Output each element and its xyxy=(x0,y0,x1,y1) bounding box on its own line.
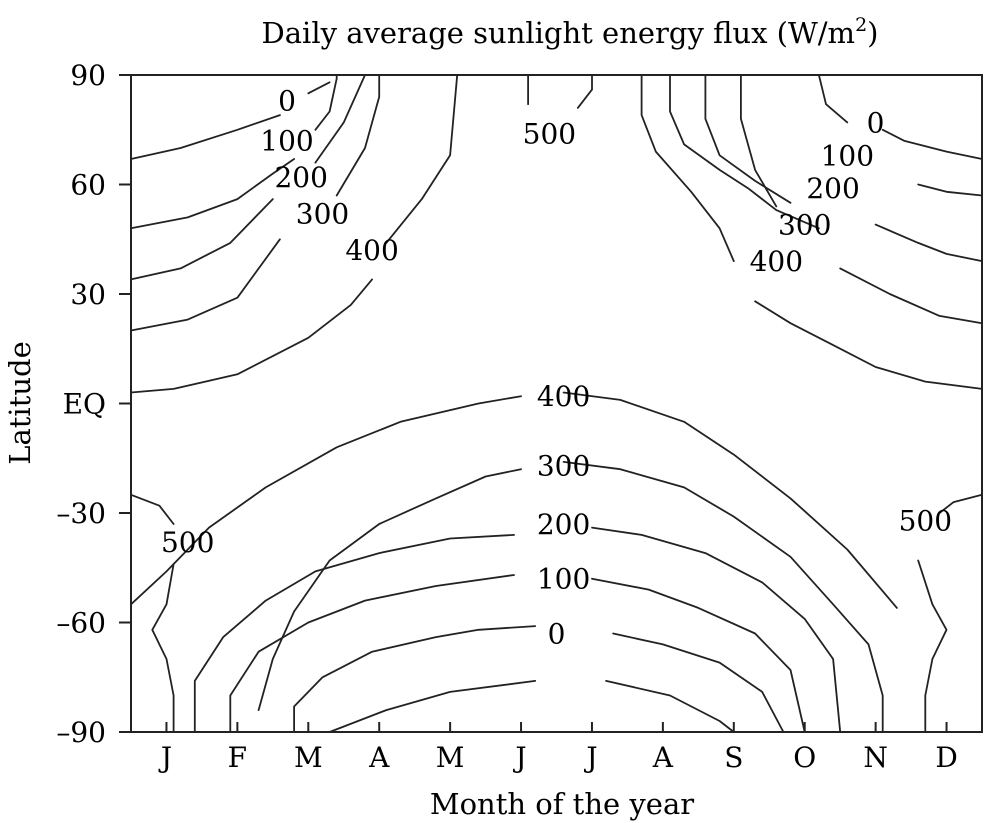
contour-label-500-17: 500 xyxy=(899,504,952,537)
contour-line-500-37 xyxy=(917,559,948,733)
contour-lines xyxy=(130,74,983,733)
contour-label-300-9: 300 xyxy=(778,209,831,242)
contour-line-200-5 xyxy=(314,74,366,164)
y-axis-label: Latitude xyxy=(3,341,37,465)
contour-line-300-25 xyxy=(562,460,884,733)
contour-label-400-10: 400 xyxy=(750,245,803,278)
contour-line-300-18 xyxy=(740,74,778,208)
x-axis-label: Month of the year xyxy=(430,787,694,821)
contour-line-100-28 xyxy=(229,574,515,733)
contour-label-0-6: 0 xyxy=(867,106,885,139)
contour-line-0-1 xyxy=(307,81,331,95)
contour-line-500-35 xyxy=(151,563,175,733)
contour-line-0-31 xyxy=(612,632,785,733)
contour-label-200-8: 200 xyxy=(806,172,859,205)
contour-line-400-9 xyxy=(385,74,459,244)
y-tick-label-1: 60 xyxy=(70,169,106,202)
contour-line-200-4 xyxy=(130,198,274,281)
x-tick-label-3: M xyxy=(294,741,323,774)
contour-label-500-16: 500 xyxy=(161,526,214,559)
chart-title-suffix: ) xyxy=(867,16,878,50)
contour-line-0-32 xyxy=(328,680,537,733)
contour-line-100-3 xyxy=(314,74,338,131)
x-tick-label-9: S xyxy=(724,741,743,774)
contour-line-100-14 xyxy=(669,74,820,230)
contour-label-400-4: 400 xyxy=(345,234,398,267)
contour-line-0-0 xyxy=(130,114,281,160)
x-tick-label-12: D xyxy=(935,741,957,774)
contour-line-300-6 xyxy=(130,238,281,332)
contour-line-0-33 xyxy=(605,680,735,733)
x-tick-label-1: J xyxy=(158,741,172,774)
x-tick-label-2: F xyxy=(228,741,247,774)
x-tick-label-10: O xyxy=(793,741,816,774)
chart-title-main: Daily average sunlight energy flux (W/m xyxy=(262,16,856,50)
contour-label-100-1: 100 xyxy=(260,125,313,158)
contour-line-400-8 xyxy=(130,278,374,394)
contour-line-300-7 xyxy=(335,74,381,197)
contour-line-500-11 xyxy=(576,74,593,109)
contour-line-400-23 xyxy=(562,391,898,609)
contour-label-300-12: 300 xyxy=(537,450,590,483)
contour-label-400-11: 400 xyxy=(537,380,590,413)
contour-line-500-36 xyxy=(938,493,983,514)
contour-line-400-22 xyxy=(130,395,522,606)
contour-label-200-13: 200 xyxy=(537,508,590,541)
y-tick-label-5: –60 xyxy=(56,607,106,640)
contour-line-300-19 xyxy=(839,267,983,325)
contour-line-400-21 xyxy=(754,300,983,390)
contour-label-0-15: 0 xyxy=(548,618,566,651)
contour-line-200-26 xyxy=(193,534,515,733)
contour-line-0-30 xyxy=(293,625,537,733)
contour-line-500-12 xyxy=(818,74,849,124)
contour-line-300-24 xyxy=(257,468,522,711)
x-tick-label-8: A xyxy=(652,741,674,774)
contour-label-500-5: 500 xyxy=(523,117,576,150)
x-tick-label-11: N xyxy=(863,741,888,774)
y-tick-label-2: 30 xyxy=(70,278,106,311)
contour-line-200-27 xyxy=(591,526,842,733)
y-tick-label-4: –30 xyxy=(56,497,106,530)
contour-label-100-14: 100 xyxy=(537,563,590,596)
contour-line-500-34 xyxy=(130,493,175,525)
y-tick-label-0: 90 xyxy=(70,59,106,92)
y-axis: 90 60 30 EQ –30 –60 –90 xyxy=(56,59,131,749)
y-tick-label-6: –90 xyxy=(56,716,106,749)
contour-line-100-2 xyxy=(130,158,296,230)
chart-title-superscript: 2 xyxy=(855,14,867,36)
x-tick-label-7: J xyxy=(583,741,597,774)
x-tick-label-6: J xyxy=(512,741,526,774)
contour-line-100-15 xyxy=(917,183,983,197)
contour-line-100-29 xyxy=(591,577,806,733)
x-tick-label-5: M xyxy=(436,741,465,774)
chart-title: Daily average sunlight energy flux (W/m2… xyxy=(262,14,879,50)
contour-line-400-20 xyxy=(640,74,735,263)
contour-label-200-2: 200 xyxy=(274,161,327,194)
x-tick-label-4: A xyxy=(368,741,390,774)
contour-label-300-3: 300 xyxy=(296,198,349,231)
contour-label-0-0: 0 xyxy=(278,85,296,118)
contour-label-100-7: 100 xyxy=(821,139,874,172)
contour-line-500-13 xyxy=(881,128,983,160)
contour-line-200-17 xyxy=(874,223,983,263)
contour-line-200-16 xyxy=(704,74,792,204)
y-tick-label-3: EQ xyxy=(63,388,106,421)
